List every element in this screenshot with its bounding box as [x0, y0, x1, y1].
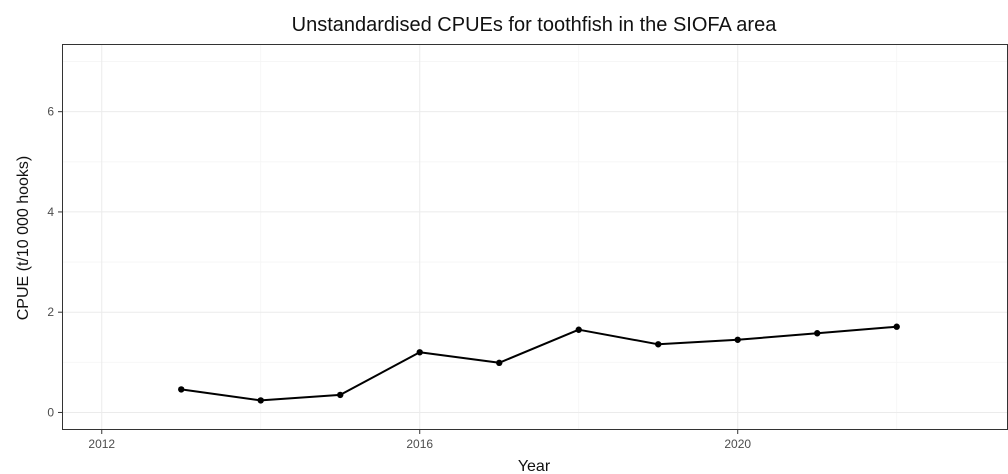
y-axis-title: CPUE (t/10 000 hooks)	[15, 156, 32, 321]
series-line	[181, 325, 897, 402]
x-tick-label: 2016	[406, 437, 433, 451]
series-layer	[178, 323, 900, 404]
data-point	[734, 336, 741, 343]
data-point	[178, 386, 185, 393]
chart-title: Unstandardised CPUEs for toothfish in th…	[292, 14, 778, 36]
minor-gridlines	[62, 44, 1008, 430]
x-axis-title: Year	[518, 458, 551, 474]
data-point	[893, 323, 900, 330]
y-tick-label: 4	[47, 205, 54, 219]
x-axis: 2012 2016 2020	[88, 430, 751, 451]
y-axis: 0 2 4 6	[47, 105, 62, 419]
y-tick-label: 6	[47, 105, 54, 119]
y-tick-label: 2	[47, 305, 54, 319]
data-point	[257, 397, 264, 404]
data-point	[575, 326, 582, 333]
data-point	[814, 330, 821, 337]
data-point	[416, 349, 423, 356]
data-point	[655, 341, 662, 348]
x-tick-label: 2020	[724, 437, 751, 451]
data-point	[337, 391, 344, 399]
panel-border	[62, 44, 1008, 430]
data-point	[496, 359, 503, 367]
x-tick-label: 2012	[88, 437, 115, 451]
y-tick-label: 0	[47, 405, 54, 419]
major-gridlines	[62, 44, 1008, 430]
